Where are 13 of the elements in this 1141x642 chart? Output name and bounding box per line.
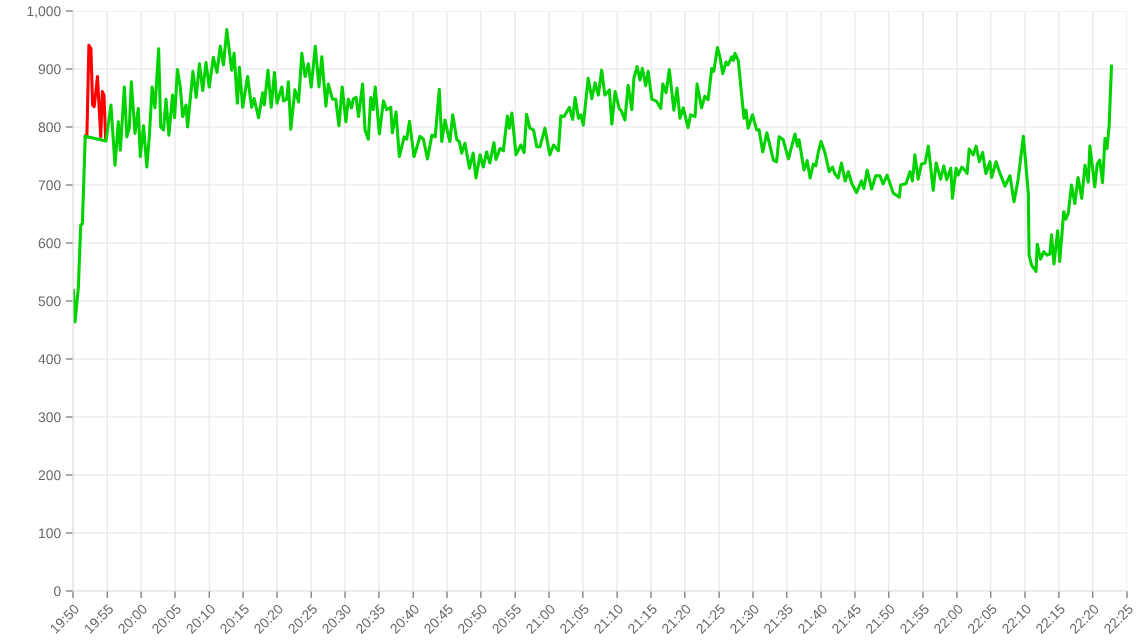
line-series: [73, 28, 1114, 324]
y-tick-label: 800: [38, 122, 61, 133]
y-tick-label: 400: [38, 354, 61, 365]
line-series: [83, 43, 108, 141]
y-tick-label: 100: [39, 528, 61, 539]
y-tick-label: 700: [38, 180, 61, 191]
y-tick-label: 200: [38, 470, 61, 481]
y-tick-label: 1,000: [27, 6, 61, 18]
y-tick-label: 600: [38, 238, 61, 249]
y-tick-label: 300: [38, 412, 61, 423]
y-tick-label: 0: [54, 586, 61, 597]
y-tick-label: 900: [38, 64, 61, 75]
y-tick-label: 500: [38, 296, 61, 307]
